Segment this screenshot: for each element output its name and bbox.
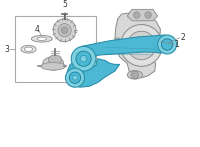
- Polygon shape: [67, 35, 169, 87]
- Circle shape: [133, 12, 140, 18]
- Text: 3: 3: [5, 45, 10, 54]
- Text: 2: 2: [180, 33, 185, 42]
- Circle shape: [71, 46, 96, 71]
- Ellipse shape: [114, 38, 122, 51]
- Ellipse shape: [127, 71, 142, 79]
- Circle shape: [135, 39, 148, 52]
- Ellipse shape: [21, 45, 36, 53]
- Ellipse shape: [24, 47, 33, 51]
- Ellipse shape: [31, 35, 52, 42]
- Text: 1: 1: [175, 40, 179, 49]
- Text: 5: 5: [62, 0, 67, 9]
- Circle shape: [161, 39, 173, 50]
- Ellipse shape: [48, 55, 62, 64]
- Circle shape: [66, 68, 85, 87]
- Ellipse shape: [41, 62, 66, 70]
- Circle shape: [61, 27, 68, 34]
- Bar: [15, 16, 96, 82]
- Circle shape: [158, 35, 177, 54]
- Circle shape: [127, 31, 156, 60]
- Circle shape: [80, 55, 87, 62]
- Circle shape: [73, 75, 77, 80]
- Polygon shape: [127, 9, 158, 21]
- Circle shape: [145, 12, 151, 18]
- Polygon shape: [115, 12, 160, 78]
- Circle shape: [121, 25, 162, 66]
- Circle shape: [76, 51, 91, 66]
- Circle shape: [53, 19, 76, 42]
- Circle shape: [114, 41, 121, 48]
- Text: 4: 4: [35, 25, 39, 34]
- Circle shape: [69, 72, 81, 83]
- Circle shape: [58, 24, 71, 37]
- Ellipse shape: [43, 57, 64, 70]
- Circle shape: [131, 71, 139, 79]
- Ellipse shape: [37, 37, 47, 40]
